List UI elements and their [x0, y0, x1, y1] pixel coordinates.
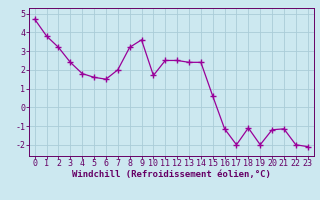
- X-axis label: Windchill (Refroidissement éolien,°C): Windchill (Refroidissement éolien,°C): [72, 170, 271, 179]
